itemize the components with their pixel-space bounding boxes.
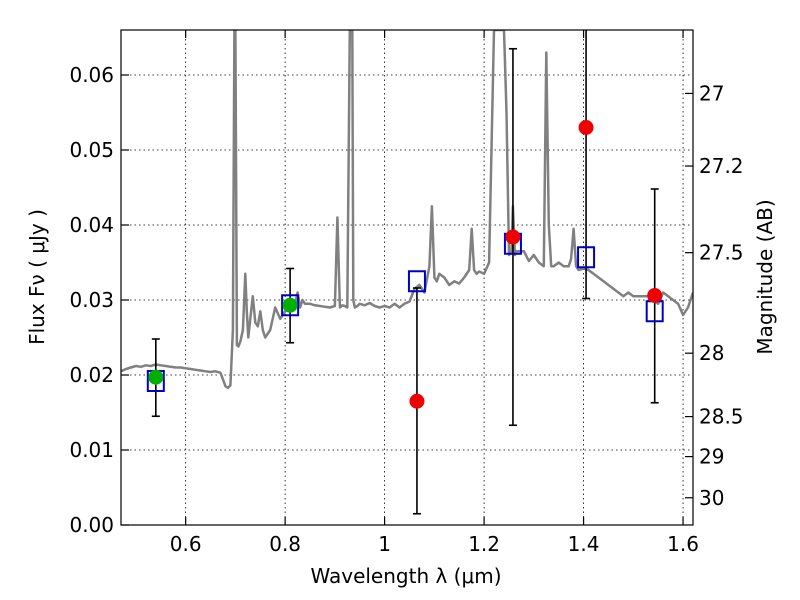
y-tick-label: 0.01 (69, 438, 114, 462)
red-point (647, 288, 663, 303)
model-square (577, 246, 596, 269)
x-tick-label: 1.6 (667, 532, 699, 556)
right-axis-label: Magnitude (AB) (753, 199, 777, 354)
model-square (281, 294, 300, 317)
model-square (407, 270, 426, 293)
axes (120, 29, 694, 526)
y-tick-label: 0.05 (69, 138, 114, 162)
red-point (505, 229, 521, 245)
plot-area (121, 30, 693, 515)
tick-labels: 0.6 0.8 1 1.2 1.4 1.6 0.00 0.01 0.02 0.03 0.04 0.05… (69, 63, 743, 556)
green-point (148, 369, 164, 385)
right-tick-label: 27.2 (699, 154, 744, 178)
right-tick-label: 28 (699, 341, 724, 365)
right-tick-label: 28.5 (699, 405, 744, 429)
y-axis-label: Flux Fν ( μJy ) (25, 209, 49, 345)
right-tick-label: 27.5 (699, 241, 744, 265)
y-tick-label: 0.03 (69, 288, 114, 312)
green-point (282, 297, 298, 313)
plot-frame (120, 29, 694, 526)
x-tick-label: 1.4 (568, 532, 600, 556)
grid-lines (121, 30, 693, 526)
y-tick-label: 0.02 (69, 363, 114, 387)
x-tick-label: 0.6 (170, 532, 202, 556)
red-point (578, 120, 594, 135)
red-point (409, 393, 425, 409)
x-tick-label: 1 (378, 532, 391, 556)
y-tick-label: 0.00 (69, 513, 114, 537)
x-tick-label: 1.2 (468, 532, 500, 556)
x-tick-label: 0.8 (269, 532, 301, 556)
x-axis-label: Wavelength λ (μm) (310, 564, 501, 588)
y-tick-label: 0.06 (69, 63, 114, 87)
right-tick-label: 30 (699, 486, 724, 510)
spectrum-line (121, 30, 693, 390)
right-tick-label: 29 (699, 445, 724, 469)
y-tick-label: 0.04 (69, 213, 114, 237)
right-tick-label: 27 (699, 81, 724, 105)
